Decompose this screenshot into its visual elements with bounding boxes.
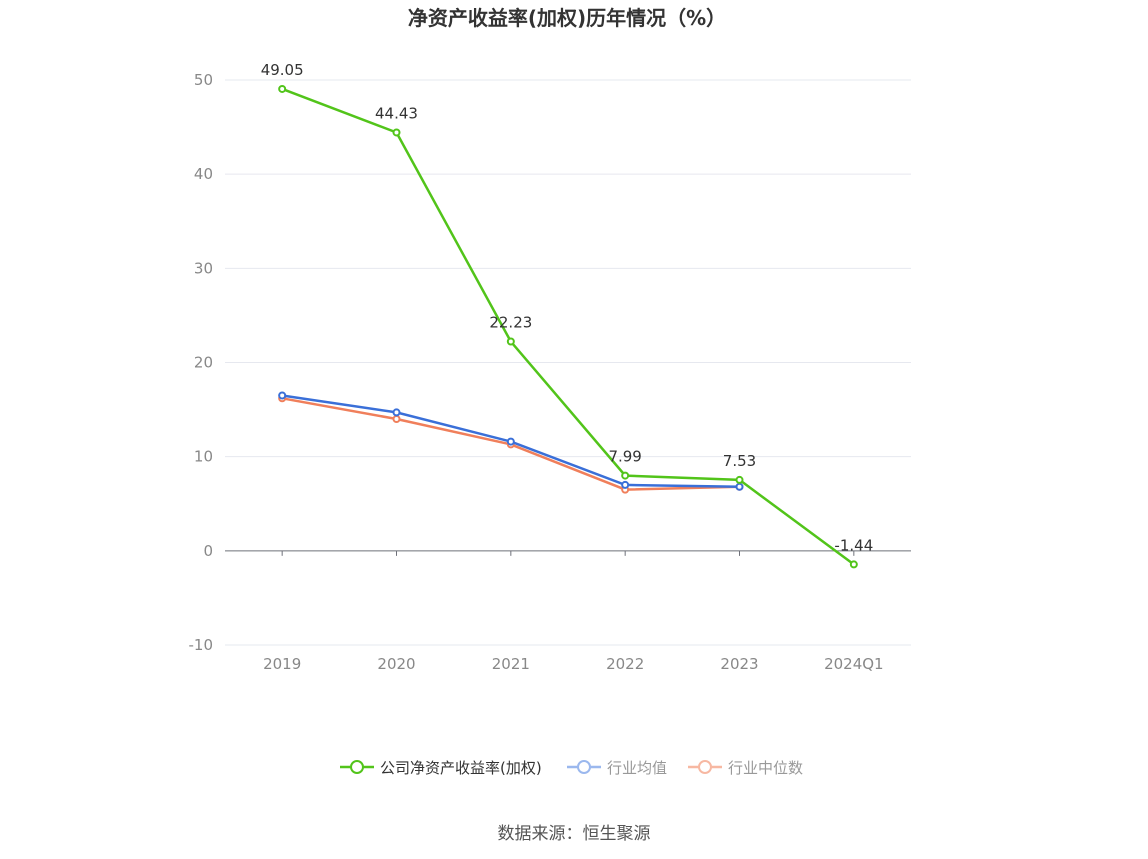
y-axis-ticks: -10 0 10 20 30 40 50 [189, 71, 214, 654]
x-axis: 2019 2020 2021 2022 2023 2024Q1 [225, 550, 911, 673]
data-point[interactable] [278, 391, 287, 400]
chart-title: 净资产收益率(加权)历年情况（%） [408, 6, 726, 30]
y-tick-label: 10 [194, 448, 213, 466]
data-label: 44.43 [375, 104, 418, 122]
legend-label[interactable]: 公司净资产收益率(加权) [380, 759, 542, 777]
data-point[interactable] [849, 560, 858, 569]
y-tick-label: 50 [194, 71, 213, 89]
data-point[interactable] [392, 128, 401, 137]
data-point[interactable] [621, 471, 630, 480]
x-tick-label: 2020 [377, 655, 415, 673]
legend-marker [577, 760, 591, 774]
data-point[interactable] [735, 475, 744, 484]
series-group: 49.05 44.43 22.23 7.99 7.53 -1.44 [261, 61, 873, 569]
y-tick-label: 20 [194, 354, 213, 372]
data-point[interactable] [392, 415, 401, 423]
data-point[interactable] [506, 437, 515, 446]
x-tick-label: 2024Q1 [824, 655, 884, 673]
series-line [281, 87, 855, 566]
gridlines [225, 79, 911, 646]
legend-label[interactable]: 行业中位数 [728, 759, 803, 777]
data-label: 22.23 [489, 314, 532, 332]
y-tick-label: -10 [189, 636, 214, 654]
y-tick-label: 0 [203, 542, 213, 560]
data-point[interactable] [506, 337, 515, 346]
data-point[interactable] [278, 84, 287, 93]
x-tick-label: 2021 [492, 655, 530, 673]
data-label: 7.99 [608, 448, 641, 466]
data-point[interactable] [735, 482, 744, 491]
legend-marker [698, 760, 712, 774]
y-tick-label: 30 [194, 259, 213, 277]
legend-label[interactable]: 行业均值 [607, 759, 667, 777]
data-label: 49.05 [261, 61, 304, 79]
x-tick-label: 2019 [263, 655, 301, 673]
legend[interactable]: 公司净资产收益率(加权) 行业均值 行业中位数 [340, 759, 803, 777]
data-label: -1.44 [834, 536, 873, 554]
x-tick-label: 2022 [606, 655, 644, 673]
legend-marker [350, 760, 364, 774]
x-tick-label: 2023 [720, 655, 758, 673]
data-point[interactable] [621, 480, 630, 489]
y-tick-label: 40 [194, 165, 213, 183]
data-label: 7.53 [723, 452, 756, 470]
data-point[interactable] [392, 408, 401, 417]
source-note: 数据来源：恒生聚源 [498, 824, 651, 844]
